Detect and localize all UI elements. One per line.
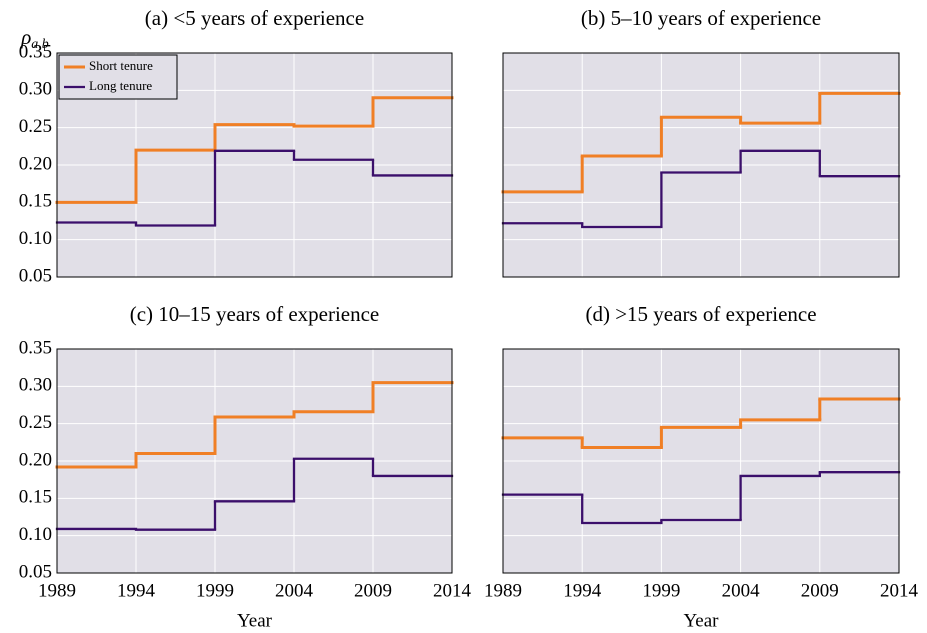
plot-frame xyxy=(502,52,900,278)
x-tick-label: 2009 xyxy=(801,580,839,601)
x-tick-label: 2014 xyxy=(880,580,919,601)
y-tick-label: 0.20 xyxy=(19,153,52,174)
x-tick-label: 2004 xyxy=(275,580,314,601)
y-tick-label: 0.35 xyxy=(19,337,52,358)
y-tick-label: 0.05 xyxy=(19,265,52,286)
plot-frame xyxy=(56,52,453,278)
x-tick-label: 1994 xyxy=(563,580,602,601)
chart-title: (d) >15 years of experience xyxy=(585,302,816,326)
y-axis-symbol: ρ xyxy=(20,25,31,49)
plot-frame xyxy=(502,348,900,574)
y-tick-label: 0.15 xyxy=(19,191,52,212)
y-tick-label: 0.25 xyxy=(19,412,52,433)
x-tick-label: 2009 xyxy=(354,580,392,601)
x-tick-label: 1989 xyxy=(484,580,522,601)
y-tick-label: 0.15 xyxy=(19,487,52,508)
chart-title: (a) <5 years of experience xyxy=(145,6,364,30)
y-tick-label: 0.10 xyxy=(19,228,52,249)
x-tick-label: 1999 xyxy=(196,580,234,601)
chart-title: (b) 5–10 years of experience xyxy=(581,6,821,30)
x-axis-label: Year xyxy=(237,610,273,631)
legend-label: Short tenure xyxy=(89,58,153,73)
y-tick-label: 0.20 xyxy=(19,449,52,470)
legend-box xyxy=(58,54,178,100)
x-tick-label: 1999 xyxy=(642,580,680,601)
y-axis-label: ρa,b xyxy=(20,25,49,52)
x-tick-label: 1994 xyxy=(117,580,156,601)
x-tick-label: 2004 xyxy=(722,580,761,601)
y-tick-label: 0.10 xyxy=(19,524,52,545)
y-tick-label: 0.35 xyxy=(19,41,52,62)
y-axis-subscript: a,b xyxy=(31,37,49,52)
x-axis-label: Year xyxy=(683,610,719,631)
chart-title: (c) 10–15 years of experience xyxy=(130,302,380,326)
y-tick-label: 0.05 xyxy=(19,561,52,582)
x-tick-label: 2014 xyxy=(433,580,472,601)
legend-label: Long tenure xyxy=(89,78,152,93)
y-tick-label: 0.25 xyxy=(19,116,52,137)
y-tick-label: 0.30 xyxy=(19,79,52,100)
plot-frame xyxy=(56,348,453,574)
y-tick-label: 0.30 xyxy=(19,375,52,396)
x-tick-label: 1989 xyxy=(38,580,76,601)
